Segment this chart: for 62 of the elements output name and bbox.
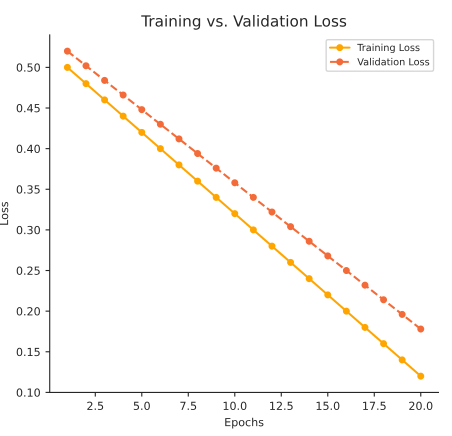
point <box>268 242 276 250</box>
point <box>380 296 388 304</box>
point <box>250 226 257 234</box>
point <box>306 275 313 282</box>
point <box>380 340 388 348</box>
point <box>64 64 71 71</box>
x-tick-label: 5.0 <box>134 402 150 410</box>
point <box>212 194 220 201</box>
point <box>101 76 108 84</box>
x-tick-label: 20.0 <box>409 402 432 410</box>
point <box>417 372 424 380</box>
y-tick-label: 0.10 <box>16 388 40 397</box>
y-tick-label: 0.50 <box>16 63 40 72</box>
point <box>250 194 257 201</box>
chart-title: Training vs. Validation Loss <box>141 14 346 30</box>
point <box>398 310 406 318</box>
y-tick-label: 0.30 <box>16 226 40 234</box>
y-tick-label: 0.15 <box>16 348 40 356</box>
legend-label: Validation Loss <box>357 58 430 66</box>
x-tick-label: 12.5 <box>270 402 293 410</box>
x-tick-label: 17.5 <box>363 402 386 410</box>
point <box>101 96 108 104</box>
point <box>324 252 332 260</box>
point <box>231 210 238 218</box>
y-tick-label: 0.45 <box>16 104 40 112</box>
point <box>138 106 146 114</box>
y-axis-title: Loss <box>0 202 8 225</box>
point <box>417 326 424 332</box>
point <box>120 92 127 98</box>
point <box>156 120 164 128</box>
point <box>176 135 182 142</box>
legend-label: Training Loss <box>357 44 420 54</box>
point <box>287 223 294 230</box>
point <box>194 178 202 185</box>
point <box>212 164 220 172</box>
point <box>268 208 276 216</box>
x-tick-label: 15.0 <box>316 402 340 410</box>
y-tick-label: 0.40 <box>16 144 40 154</box>
y-tick-label: 0.35 <box>16 185 40 194</box>
point <box>306 238 313 245</box>
y-tick-label: 0.20 <box>16 307 40 316</box>
point <box>64 48 71 55</box>
point <box>287 258 294 266</box>
point <box>398 356 406 364</box>
point <box>342 267 350 274</box>
point <box>231 179 238 186</box>
x-tick-label: 2.5 <box>87 402 104 410</box>
point <box>194 150 202 157</box>
point <box>362 282 368 289</box>
point <box>362 324 368 331</box>
point <box>120 112 127 120</box>
point <box>138 128 146 136</box>
point <box>324 291 332 298</box>
point <box>156 145 164 152</box>
point <box>82 80 90 88</box>
x-tick-label: 10.0 <box>224 402 246 410</box>
point <box>176 161 182 168</box>
point <box>82 62 90 70</box>
point <box>342 308 350 315</box>
x-axis-title: Epochs <box>225 418 264 428</box>
y-tick-label: 0.25 <box>16 266 40 275</box>
x-tick-label: 7.5 <box>180 402 196 410</box>
